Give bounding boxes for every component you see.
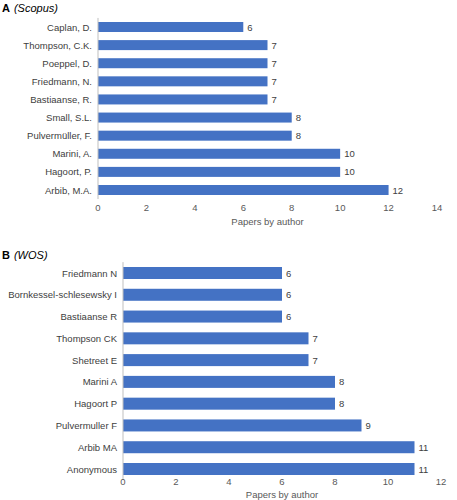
data-label: 9 bbox=[366, 420, 371, 431]
tick-label: 0 bbox=[95, 202, 100, 213]
bar bbox=[123, 398, 335, 410]
axis-line bbox=[98, 18, 99, 199]
tick-label: 4 bbox=[226, 476, 231, 487]
data-label: 6 bbox=[247, 22, 252, 33]
category-label: Thompson CK bbox=[56, 333, 117, 344]
bar bbox=[123, 463, 415, 475]
bar bbox=[123, 441, 415, 453]
data-label: 12 bbox=[393, 185, 404, 196]
bar bbox=[123, 376, 335, 388]
subtitle: (WOS) bbox=[14, 249, 48, 261]
tick-label: 12 bbox=[383, 202, 394, 213]
data-label: 11 bbox=[419, 442, 429, 453]
bar bbox=[98, 149, 340, 159]
figure: A (Scopus) Caplan, D. Thompson, C.K. Poeppel… bbox=[0, 0, 457, 500]
category-label: Poeppel, D. bbox=[42, 58, 92, 69]
category-label: Thompson, C.K. bbox=[23, 40, 92, 51]
data-label: 8 bbox=[339, 376, 344, 387]
data-label: 10 bbox=[344, 166, 355, 177]
category-label: Small, S.L. bbox=[46, 112, 92, 123]
data-label: 8 bbox=[296, 112, 301, 123]
category-label: Pulvermüller, F. bbox=[27, 130, 92, 141]
category-label: Friedmann N bbox=[62, 268, 117, 279]
data-label: 7 bbox=[272, 76, 277, 87]
category-label: Marini, A. bbox=[52, 148, 92, 159]
panel: B (WOS) Friedmann N Bornkessel-schlesewsky … bbox=[2, 249, 446, 500]
tick-label: 2 bbox=[173, 476, 178, 487]
bar bbox=[98, 113, 292, 123]
data-label: 6 bbox=[286, 311, 291, 322]
category-label: Hagoort P bbox=[74, 398, 117, 409]
title: B (WOS) bbox=[2, 249, 48, 261]
category-label: Shetreet E bbox=[72, 355, 117, 366]
category-label: Friedmann, N. bbox=[32, 76, 92, 87]
category-label: Arbib MA bbox=[78, 442, 118, 453]
category-label: Arbib, M.A. bbox=[45, 185, 92, 196]
data-label: 7 bbox=[313, 355, 318, 366]
bar bbox=[98, 22, 243, 32]
data-label: 6 bbox=[286, 289, 291, 300]
bar bbox=[98, 58, 268, 68]
category-label: Marini A bbox=[83, 376, 118, 387]
bar bbox=[123, 289, 282, 301]
bar bbox=[98, 76, 268, 86]
category-label: Hagoort, P. bbox=[45, 166, 92, 177]
data-label: 7 bbox=[272, 40, 277, 51]
axis-label: Papers by author bbox=[246, 489, 318, 500]
bar bbox=[123, 354, 309, 366]
tick-label: 10 bbox=[383, 476, 394, 487]
bar bbox=[98, 131, 292, 141]
panel: A (Scopus) Caplan, D. Thompson, C.K. Poeppel… bbox=[2, 2, 442, 227]
data-label: 8 bbox=[296, 130, 301, 141]
axis-line bbox=[123, 262, 124, 480]
tick-label: 10 bbox=[335, 202, 346, 213]
category-label: Bastiaanse, R. bbox=[30, 94, 92, 105]
category-label: Bornkessel-schlesewsky I bbox=[8, 289, 117, 300]
bar bbox=[123, 419, 362, 431]
tick-label: 6 bbox=[241, 202, 246, 213]
axis-label: Papers by author bbox=[231, 216, 303, 227]
data-label: 7 bbox=[272, 58, 277, 69]
category-label: Bastiaanse R bbox=[60, 311, 117, 322]
data-label: 8 bbox=[339, 398, 344, 409]
data-label: 10 bbox=[344, 148, 355, 159]
title: A (Scopus) bbox=[2, 2, 58, 14]
tick-label: 8 bbox=[332, 476, 337, 487]
bar bbox=[98, 167, 340, 177]
category-label: Caplan, D. bbox=[47, 22, 92, 33]
tick-label: 0 bbox=[120, 476, 125, 487]
data-label: 11 bbox=[419, 464, 429, 475]
bar bbox=[98, 185, 389, 195]
title-letter: A bbox=[2, 2, 10, 14]
tick-label: 14 bbox=[432, 202, 443, 213]
bars bbox=[98, 22, 389, 195]
bar bbox=[123, 332, 309, 344]
tick-label: 12 bbox=[436, 476, 447, 487]
data-label: 7 bbox=[313, 333, 318, 344]
subtitle: (Scopus) bbox=[14, 2, 58, 14]
title-letter: B bbox=[2, 249, 10, 261]
tick-label: 6 bbox=[279, 476, 284, 487]
bar bbox=[98, 94, 268, 104]
tick-label: 2 bbox=[144, 202, 149, 213]
bar bbox=[123, 267, 282, 279]
category-label: Pulvermuller F bbox=[56, 420, 117, 431]
bars bbox=[123, 267, 415, 475]
bar bbox=[123, 311, 282, 323]
tick-label: 4 bbox=[192, 202, 197, 213]
bar bbox=[98, 40, 268, 50]
category-label: Anonymous bbox=[67, 464, 117, 475]
data-label: 7 bbox=[272, 94, 277, 105]
tick-label: 8 bbox=[289, 202, 294, 213]
data-label: 6 bbox=[286, 268, 291, 279]
